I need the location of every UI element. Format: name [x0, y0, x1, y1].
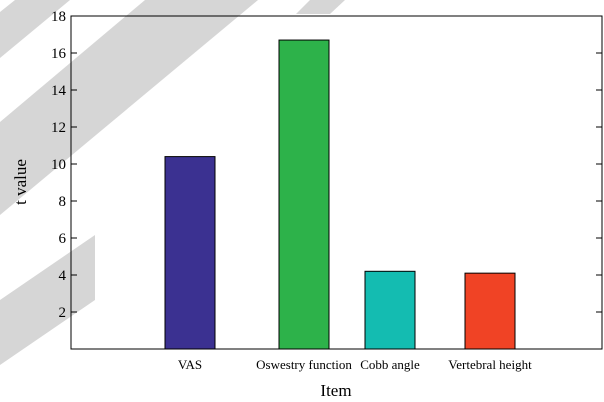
bar-vas	[164, 156, 216, 350]
y-axis-ticks: 2 4 6 8 10 12 14 16 18	[51, 9, 602, 321]
y-tick-label: 14	[51, 83, 67, 99]
x-axis-tick-labels: VAS Oswestry function Cobb angle Vertebral …	[178, 357, 532, 372]
y-tick-label: 18	[51, 9, 66, 25]
y-axis-label: t value	[11, 159, 30, 205]
y-tick-label: 16	[51, 46, 67, 62]
y-tick-label: 12	[51, 120, 66, 136]
watermark-stripe	[0, 0, 70, 58]
x-tick-label: VAS	[178, 357, 202, 372]
y-tick-label: 2	[59, 305, 67, 321]
bars	[164, 39, 516, 350]
bar-vertebral-height	[464, 272, 516, 350]
watermark-stripe	[296, 0, 345, 14]
y-tick-label: 10	[51, 157, 66, 173]
y-tick-label: 6	[59, 231, 67, 247]
axes-frame	[70, 15, 603, 350]
x-tick-label: Vertebral height	[448, 357, 532, 372]
bar-cobb-angle	[364, 270, 416, 350]
bar-oswestry-function	[278, 39, 330, 350]
x-tick-label: Cobb angle	[360, 357, 420, 372]
watermark-stripe	[0, 0, 258, 215]
plot-area	[70, 15, 603, 350]
x-tick-label: Oswestry function	[256, 357, 352, 372]
y-tick-label: 8	[59, 194, 67, 210]
watermark-stripe	[0, 235, 95, 365]
y-tick-label: 4	[59, 268, 67, 284]
x-axis-label: Item	[320, 381, 351, 400]
